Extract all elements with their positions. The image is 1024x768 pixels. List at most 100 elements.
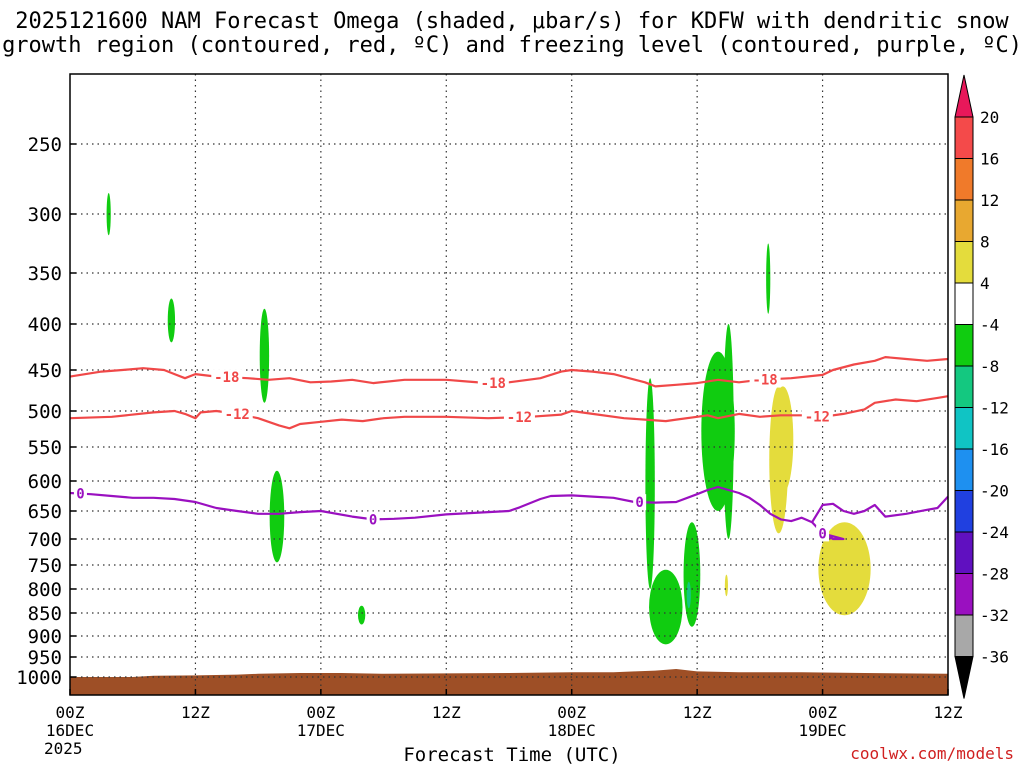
contour-label-bg-2-3 (816, 525, 830, 542)
contour-label-1-0: -12 (225, 407, 250, 423)
colorbar-label-3: 8 (980, 233, 990, 252)
colorbar-label-10: -24 (980, 523, 1009, 542)
y-tick-label-550: 550 (28, 437, 62, 459)
y-tick-label-300: 300 (28, 204, 62, 226)
x-tick-label-5: 12Z (683, 703, 712, 722)
contour-line--18 (69, 356, 949, 388)
chart-title-line1: 2025121600 NAM Forecast Omega (shaded, μ… (15, 9, 1009, 34)
x-tick-sublabel-2: 17DEC (297, 721, 345, 740)
y-tick-label-700: 700 (28, 529, 62, 551)
omega-region-14 (818, 522, 871, 616)
contour-label-0-2: -18 (752, 373, 777, 389)
colorbar-label-0: 20 (980, 108, 999, 127)
y-tick-label-850: 850 (28, 603, 62, 625)
contour-line-0 (69, 485, 949, 541)
contours: -18 -18 -18 -12 -12 -12 0 0 0 0 (69, 356, 949, 542)
x-tick-label-4: 00Z (557, 703, 586, 722)
x-tick-sublabel-4: 18DEC (548, 721, 596, 740)
credit-text: coolwx.com/models (850, 744, 1014, 763)
x-tick-sublabel-0: 16DEC (46, 721, 94, 740)
terrain-fill (70, 669, 948, 695)
colorbar-top-arrow (954, 74, 974, 118)
colorbar-segment-5 (954, 324, 974, 367)
start-year: 2025 (44, 739, 83, 758)
contour-label-bg-0-2 (749, 371, 781, 388)
colorbar-bottom-arrow (954, 656, 974, 699)
x-tick-label-0: 00Z (56, 703, 85, 722)
y-tick-label-950: 950 (28, 647, 62, 669)
y-tick-label-600: 600 (28, 471, 62, 493)
terrain-area (70, 669, 948, 695)
colorbar-label-7: -12 (980, 399, 1009, 418)
x-tick-label-6: 00Z (808, 703, 837, 722)
y-tick-label-1000: 1000 (16, 667, 62, 689)
omega-region-11 (686, 581, 691, 609)
contour-label-0-1: -18 (481, 376, 506, 392)
colorbar-label-2: 12 (980, 191, 999, 210)
contour-label-0-0: -18 (214, 370, 239, 386)
colorbar-segment-6 (954, 365, 974, 408)
colorbar-label-6: -8 (980, 357, 999, 376)
omega-region-4 (357, 605, 366, 625)
contour-label-1-2: -12 (805, 409, 830, 425)
contour-label-bg-1-1 (503, 409, 535, 426)
contour-label-2-0: 0 (76, 487, 84, 503)
contour-label-bg-2-2 (633, 494, 647, 511)
colorbar-segment-12 (954, 614, 974, 657)
colorbar-label-5: -4 (980, 316, 999, 335)
y-tick-label-800: 800 (28, 579, 62, 601)
x-tick-label-3: 12Z (432, 703, 461, 722)
y-axis: 2503003504004505005506006507007508008509… (16, 134, 76, 689)
omega-region-10 (766, 243, 771, 314)
omega-region-7 (683, 522, 701, 627)
y-tick-label-250: 250 (28, 134, 62, 156)
y-tick-label-650: 650 (28, 501, 62, 523)
contour-label-2-2: 0 (635, 495, 643, 511)
omega-region-9 (723, 324, 734, 539)
y-tick-label-350: 350 (28, 263, 62, 285)
grid-lines (70, 74, 948, 695)
colorbar-segment-8 (954, 448, 974, 491)
omega-region-1 (167, 298, 176, 343)
omega-region-5 (645, 378, 655, 589)
colorbar-label-13: -36 (980, 648, 1009, 667)
contour-label-2-1: 0 (369, 512, 377, 528)
colorbar-label-4: 4 (980, 274, 990, 293)
colorbar-segment-7 (954, 407, 974, 450)
contour-label-2-3: 0 (818, 526, 826, 542)
x-tick-label-1: 12Z (181, 703, 210, 722)
colorbar-label-9: -20 (980, 482, 1009, 501)
y-tick-label-500: 500 (28, 401, 62, 423)
colorbar-label-1: 16 (980, 150, 999, 169)
x-axis-title: Forecast Time (UTC) (403, 744, 621, 766)
colorbar-segment-1 (954, 158, 974, 201)
colorbar-segment-0 (954, 116, 974, 159)
omega-region-3 (269, 470, 285, 563)
contour-label-1-1: -12 (507, 410, 532, 426)
omega-shading (106, 193, 871, 645)
colorbar-label-12: -32 (980, 606, 1009, 625)
contour-label-bg-0-1 (477, 374, 509, 391)
contour-label-bg-2-1 (366, 511, 380, 528)
colorbar-segment-4 (954, 282, 974, 325)
omega-region-15 (724, 574, 728, 597)
chart-title-line2: growth region (contoured, red, ºC) and f… (2, 33, 1022, 58)
plot-frame (69, 73, 949, 696)
x-tick-sublabel-6: 19DEC (798, 721, 846, 740)
colorbar: 20 16 12 8 4 -4 -8 -12 -16 -20 -24 -28 -32 -36 (954, 74, 1009, 699)
contour-label-bg-1-0 (221, 405, 253, 422)
colorbar-segment-11 (954, 573, 974, 616)
colorbar-segment-3 (954, 241, 974, 284)
colorbar-label-8: -16 (980, 440, 1009, 459)
contour-label-bg-0-0 (211, 369, 243, 386)
contour-label-bg-2-0 (73, 485, 87, 502)
colorbar-label-11: -28 (980, 565, 1009, 584)
omega-region-6 (649, 569, 683, 645)
colorbar-segment-9 (954, 490, 974, 533)
omega-region-2 (259, 308, 270, 403)
omega-region-13 (772, 386, 794, 494)
colorbar-segment-10 (954, 531, 974, 574)
y-tick-label-900: 900 (28, 626, 62, 648)
